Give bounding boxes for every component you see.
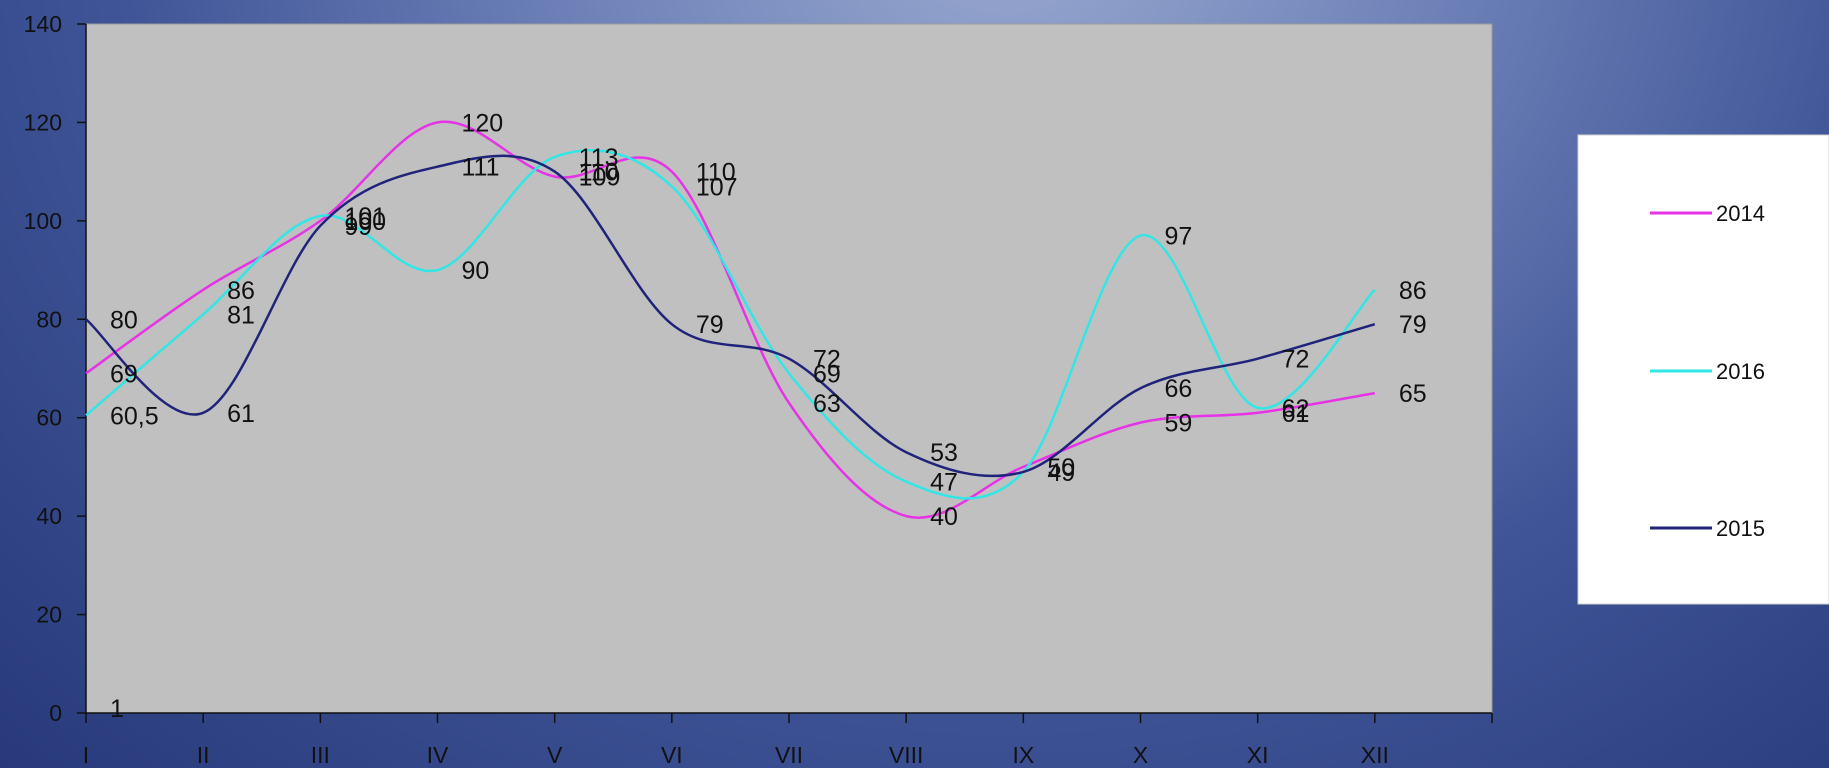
x-tick-label: VII	[775, 742, 803, 768]
data-label: 53	[930, 439, 958, 467]
data-label: 49	[1047, 459, 1075, 487]
x-tick-label: IX	[1012, 742, 1034, 768]
y-axis: 0 20 40 60 80 100 120 140	[24, 11, 87, 726]
data-label: 69	[813, 360, 841, 388]
x-tick-label: VI	[661, 742, 683, 768]
legend: 2014 2016 2015	[1577, 134, 1829, 605]
legend-label-2015: 2015	[1716, 516, 1765, 541]
y-tick-label: 120	[24, 109, 62, 135]
x-tick-label: IV	[427, 742, 449, 768]
data-label: 113	[579, 144, 619, 172]
data-label: 61	[227, 400, 255, 428]
x-axis: I II III IV V VI VII VIII IX X XI XII	[83, 712, 1493, 768]
data-label: 86	[227, 277, 255, 305]
data-label: 110	[579, 159, 619, 187]
y-tick-label: 40	[36, 503, 62, 529]
x-tick-label: V	[547, 742, 563, 768]
y-tick-label: 80	[36, 306, 62, 332]
y-tick-label: 0	[49, 700, 62, 726]
data-label: 61	[1282, 400, 1310, 428]
data-label: 40	[930, 503, 958, 531]
x-tick-label: I	[83, 742, 89, 768]
x-tick-label: XI	[1247, 742, 1269, 768]
data-label: 72	[1282, 346, 1310, 374]
x-tick-label: III	[311, 742, 330, 768]
data-label: 60,5	[110, 402, 159, 430]
data-label: 99	[344, 213, 372, 241]
x-tick-label: VIII	[889, 742, 924, 768]
data-label: 79	[1399, 311, 1427, 339]
data-label: 100	[344, 208, 386, 236]
data-labels: 806960,518681611011009912011190113110109…	[110, 109, 1427, 723]
data-label: 47	[930, 469, 958, 497]
data-label: 81	[227, 301, 255, 329]
data-label: 110	[696, 159, 736, 187]
data-label: 90	[462, 257, 490, 285]
data-label: 66	[1165, 375, 1193, 403]
data-label: 109	[579, 164, 621, 192]
series-line-2015	[85, 154, 1376, 478]
data-label: 97	[1165, 223, 1193, 251]
y-tick-label: 20	[36, 602, 62, 628]
data-label: 79	[696, 311, 724, 339]
data-label: 111	[462, 154, 500, 182]
data-label: 50	[1047, 454, 1075, 482]
y-tick-label: 60	[36, 405, 62, 431]
data-label: 120	[462, 109, 504, 137]
data-label: 59	[1165, 410, 1193, 438]
data-label: 80	[110, 306, 138, 334]
series-line-2016	[85, 149, 1376, 500]
y-tick-label: 140	[24, 11, 62, 37]
legend-label-2016: 2016	[1716, 359, 1765, 384]
x-tick-label: II	[197, 742, 210, 768]
data-label: 72	[813, 346, 841, 374]
data-label: 101	[344, 203, 386, 231]
data-label: 86	[1399, 277, 1427, 305]
plot-area	[85, 23, 1493, 714]
legend-label-2014: 2014	[1716, 201, 1765, 226]
data-label: 107	[696, 173, 738, 201]
x-tick-label: XII	[1361, 742, 1389, 768]
series-lines	[85, 120, 1376, 519]
data-label: 62	[1282, 395, 1310, 423]
data-label: 1	[110, 695, 124, 723]
x-tick-label: X	[1133, 742, 1148, 768]
y-tick-label: 100	[24, 208, 62, 234]
data-label: 63	[813, 390, 841, 418]
data-label: 69	[110, 360, 138, 388]
data-label: 65	[1399, 380, 1427, 408]
